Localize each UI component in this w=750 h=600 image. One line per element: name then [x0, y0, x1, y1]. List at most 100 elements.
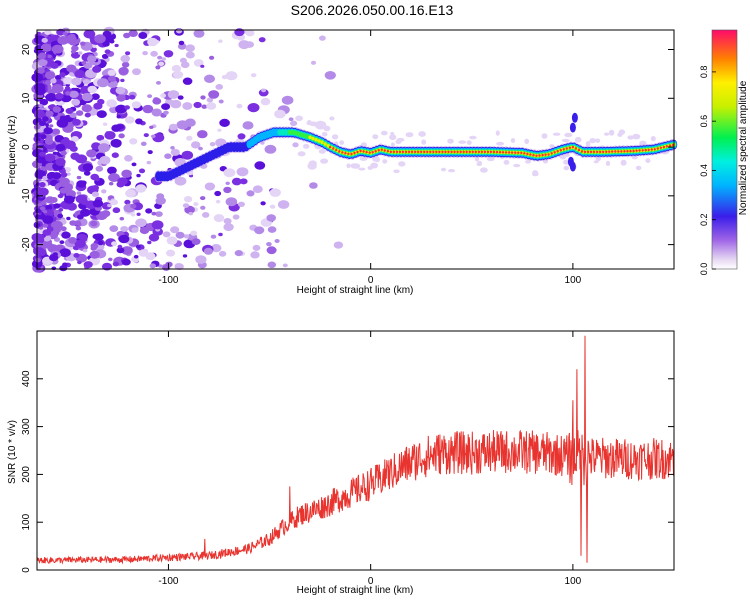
ridge-mark: [290, 130, 295, 135]
noise-blob: [104, 49, 111, 54]
noise-blob: [405, 132, 414, 138]
noise-blob: [108, 173, 120, 182]
ridge-mark: [662, 145, 666, 149]
disturbance-mark: [571, 112, 578, 123]
colorbar-ticks: 0.0 0.2 0.4 0.6 0.8: [699, 66, 716, 275]
noise-blob: [174, 263, 184, 271]
noise-blob: [91, 93, 100, 100]
ridge-mark: [638, 149, 641, 152]
noise-blob: [116, 247, 125, 254]
snr-panel: -100 0 100 0 100 200 300 400 Height of straight…: [7, 330, 675, 596]
ridge-mark: [626, 150, 629, 153]
ridge-mark: [623, 150, 626, 153]
noise-blob: [151, 220, 164, 230]
ridge-mark: [565, 147, 568, 150]
noise-blob: [45, 93, 57, 102]
noise-blob: [274, 239, 280, 243]
noise-blob: [102, 41, 110, 47]
colorbar-frame: [711, 29, 738, 270]
noise-blob: [152, 227, 163, 236]
noise-blob: [218, 250, 227, 257]
noise-blob: [480, 167, 488, 173]
noise-blob: [83, 261, 93, 269]
noise-blob: [247, 103, 260, 113]
ridge-mark: [532, 154, 535, 157]
ridge-mark: [462, 150, 465, 154]
noise-blob: [42, 229, 52, 236]
ridge-mark: [299, 132, 304, 138]
ridge-mark: [538, 154, 541, 157]
noise-blob: [34, 214, 42, 220]
ridge-mark: [386, 150, 390, 153]
noise-blob: [74, 69, 86, 79]
ridge-mark: [486, 150, 490, 154]
noise-blob: [209, 55, 215, 60]
ridge-mark: [308, 135, 312, 140]
noise-blob: [295, 115, 303, 122]
ridge-mark: [347, 152, 350, 156]
noise-blob: [152, 97, 162, 105]
noise-blob: [38, 182, 46, 188]
noise-blob: [215, 199, 221, 204]
noise-blob: [116, 114, 122, 119]
noise-blob: [107, 203, 112, 208]
noise-blob: [136, 212, 141, 216]
noise-blob: [94, 34, 106, 44]
noise-blob: [513, 163, 521, 168]
noise-blob: [44, 71, 56, 80]
noise-blob: [50, 78, 57, 84]
noise-blob: [51, 128, 61, 135]
noise-blob: [158, 61, 165, 66]
noise-blob: [574, 136, 582, 143]
ridge-mark: [368, 151, 371, 154]
y-tick-label: 100: [21, 513, 32, 530]
noise-blob: [321, 132, 328, 137]
colorbar-tick-label: 0.4: [699, 164, 709, 177]
noise-blob: [78, 51, 83, 55]
noise-blob: [458, 140, 467, 144]
noise-blob: [650, 136, 656, 142]
noise-blob: [128, 29, 138, 37]
noise-blob: [38, 52, 46, 59]
noise-blob: [218, 99, 224, 104]
noise-blob: [81, 92, 93, 102]
noise-blob: [41, 37, 48, 43]
noise-blob: [339, 140, 345, 145]
ridge-mark: [471, 150, 474, 154]
noise-blob: [129, 94, 136, 100]
noise-blob: [585, 141, 591, 147]
noise-blob: [138, 32, 148, 39]
ridge-mark: [577, 148, 581, 152]
noise-blob: [145, 208, 153, 214]
noise-blob: [170, 148, 180, 156]
ridge-mark: [395, 150, 399, 154]
noise-blob: [133, 254, 139, 259]
ridge-mark: [453, 150, 456, 154]
noise-blob: [150, 50, 158, 57]
ridge-mark: [389, 150, 393, 154]
noise-blob: [131, 101, 141, 109]
noise-blob: [239, 178, 248, 185]
noise-blob: [103, 34, 115, 43]
noise-blob: [58, 208, 64, 212]
noise-blob: [120, 226, 129, 232]
noise-blob: [620, 159, 627, 166]
noise-blob: [74, 239, 86, 248]
noise-blob: [82, 248, 88, 253]
ridge-mark: [314, 137, 318, 142]
ridge-mark: [501, 151, 505, 154]
noise-blob: [50, 197, 58, 203]
noise-blob: [200, 196, 206, 201]
noise-blob: [92, 65, 102, 73]
noise-blob: [200, 95, 206, 100]
ridge-mark: [450, 150, 453, 154]
noise-blob: [53, 203, 61, 209]
noise-blob: [149, 125, 154, 129]
noise-blob: [237, 133, 246, 140]
noise-blob: [179, 57, 187, 64]
noise-blob: [308, 160, 317, 167]
noise-blob: [398, 161, 406, 167]
y-tick-label: 300: [21, 418, 32, 435]
noise-blob: [170, 146, 175, 150]
ridge-mark: [599, 150, 602, 154]
